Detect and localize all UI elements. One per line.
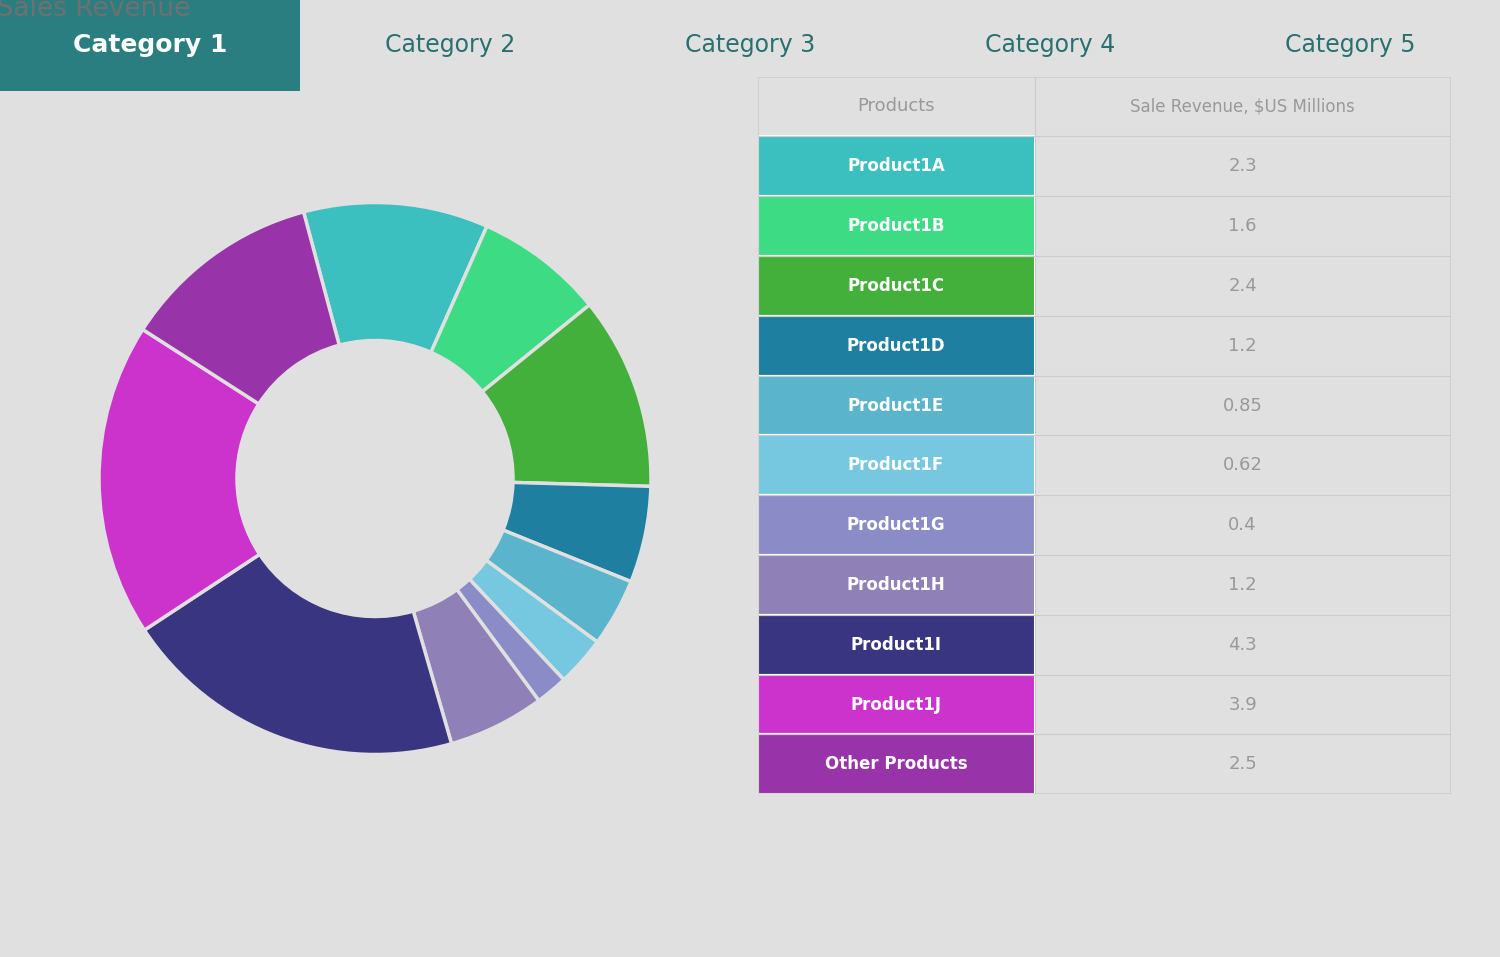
Text: 0.4: 0.4 bbox=[1228, 516, 1257, 534]
Text: Sale Revenue, $US Millions: Sale Revenue, $US Millions bbox=[1130, 98, 1354, 116]
Text: Category 2: Category 2 bbox=[386, 33, 514, 57]
Bar bbox=[758, 136, 1035, 196]
Bar bbox=[758, 196, 1035, 256]
Text: Category 3: Category 3 bbox=[686, 33, 814, 57]
Bar bbox=[758, 316, 1035, 375]
Wedge shape bbox=[142, 211, 339, 404]
Text: 2.4: 2.4 bbox=[1228, 277, 1257, 295]
Bar bbox=[758, 675, 1035, 735]
Bar bbox=[758, 555, 1035, 614]
Text: Category 1 Products Sales Revenue: Category 1 Products Sales Revenue bbox=[0, 0, 190, 22]
Text: Product1E: Product1E bbox=[847, 396, 944, 414]
Wedge shape bbox=[483, 305, 651, 486]
Text: Category 1: Category 1 bbox=[74, 33, 226, 57]
Text: 3.9: 3.9 bbox=[1228, 696, 1257, 714]
Bar bbox=[758, 435, 1035, 496]
Text: Category 5: Category 5 bbox=[1284, 33, 1416, 57]
Wedge shape bbox=[144, 554, 452, 754]
Text: Product1F: Product1F bbox=[847, 456, 944, 475]
Wedge shape bbox=[99, 329, 260, 630]
Text: 1.6: 1.6 bbox=[1228, 217, 1257, 235]
Bar bbox=[758, 614, 1035, 675]
Text: Product1B: Product1B bbox=[847, 217, 945, 235]
Bar bbox=[758, 256, 1035, 316]
Text: Product1D: Product1D bbox=[847, 337, 945, 355]
Text: 1.2: 1.2 bbox=[1228, 337, 1257, 355]
Text: Product1J: Product1J bbox=[850, 696, 942, 714]
Text: 4.3: 4.3 bbox=[1228, 635, 1257, 654]
Bar bbox=[758, 735, 1035, 794]
Text: Product1G: Product1G bbox=[847, 516, 945, 534]
Wedge shape bbox=[414, 590, 538, 744]
Text: Product1I: Product1I bbox=[850, 635, 942, 654]
Bar bbox=[758, 496, 1035, 555]
FancyBboxPatch shape bbox=[0, 0, 300, 91]
Text: Product1A: Product1A bbox=[847, 157, 945, 175]
Text: Products: Products bbox=[858, 98, 934, 116]
Wedge shape bbox=[470, 560, 597, 679]
Text: 2.5: 2.5 bbox=[1228, 755, 1257, 773]
Bar bbox=[758, 375, 1035, 435]
Text: 1.2: 1.2 bbox=[1228, 576, 1257, 594]
Wedge shape bbox=[458, 579, 564, 701]
Text: Product1C: Product1C bbox=[847, 277, 945, 295]
Text: 0.85: 0.85 bbox=[1222, 396, 1263, 414]
Wedge shape bbox=[303, 203, 488, 352]
Text: Other Products: Other Products bbox=[825, 755, 968, 773]
Text: 2.3: 2.3 bbox=[1228, 157, 1257, 175]
Wedge shape bbox=[503, 482, 651, 582]
Wedge shape bbox=[486, 530, 632, 642]
Text: Category 4: Category 4 bbox=[986, 33, 1114, 57]
Text: Product1H: Product1H bbox=[846, 576, 945, 594]
Wedge shape bbox=[430, 226, 590, 391]
Text: 0.62: 0.62 bbox=[1222, 456, 1263, 475]
